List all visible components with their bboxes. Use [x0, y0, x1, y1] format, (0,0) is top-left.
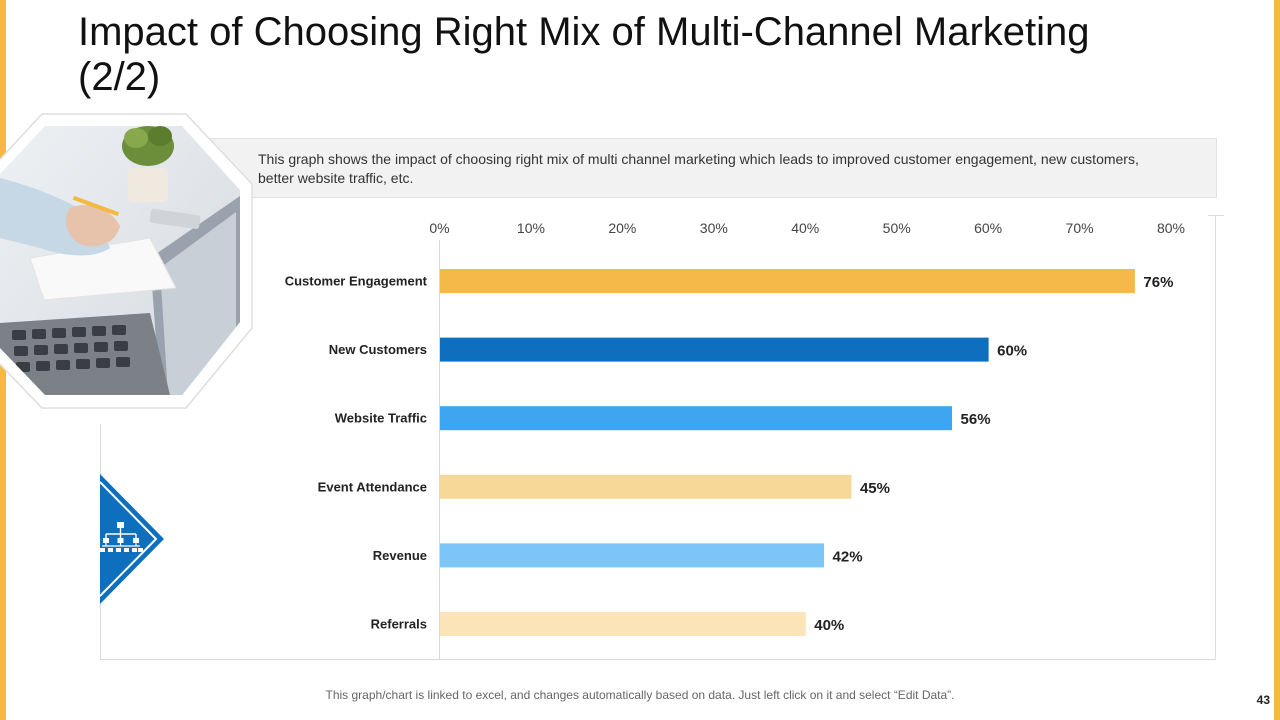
category-label: New Customers: [329, 342, 427, 357]
page-number: 43: [1256, 693, 1270, 707]
value-label: 56%: [961, 411, 991, 428]
category-label: Event Attendance: [318, 479, 427, 494]
footer-note: This graph/chart is linked to excel, and…: [325, 688, 955, 702]
x-tick-label: 40%: [791, 220, 819, 236]
chart-frame-corner: [1208, 215, 1224, 216]
bar-revenue: [440, 543, 825, 568]
desk-photo: [0, 108, 262, 413]
category-label: Revenue: [373, 548, 427, 563]
diamond-badge: [98, 424, 166, 604]
category-label: Customer Engagement: [285, 274, 428, 289]
x-tick-label: 80%: [1157, 220, 1185, 236]
hierarchy-icon: [100, 522, 143, 552]
value-label: 76%: [1143, 274, 1173, 291]
category-label: Referrals: [371, 617, 427, 632]
bar-new-customers: [440, 337, 989, 362]
value-label: 40%: [814, 617, 844, 634]
value-label: 45%: [860, 480, 890, 497]
bar-website-traffic: [440, 406, 953, 431]
right-accent-bar: [1274, 0, 1280, 720]
bar-referrals: [440, 612, 806, 636]
x-tick-label: 10%: [517, 220, 545, 236]
x-tick-label: 0%: [429, 220, 449, 236]
bar-customer-engagement: [440, 269, 1135, 293]
category-label: Website Traffic: [335, 411, 427, 426]
x-tick-label: 60%: [974, 220, 1002, 236]
x-tick-label: 30%: [700, 220, 728, 236]
value-label: 60%: [997, 343, 1027, 360]
x-tick-label: 70%: [1066, 220, 1094, 236]
slide-title: Impact of Choosing Right Mix of Multi-Ch…: [78, 10, 1090, 99]
description-text: This graph shows the impact of choosing …: [258, 151, 1139, 186]
x-tick-label: 50%: [883, 220, 911, 236]
bar-event-attendance: [440, 474, 852, 499]
x-tick-label: 20%: [608, 220, 636, 236]
value-label: 42%: [833, 548, 863, 565]
